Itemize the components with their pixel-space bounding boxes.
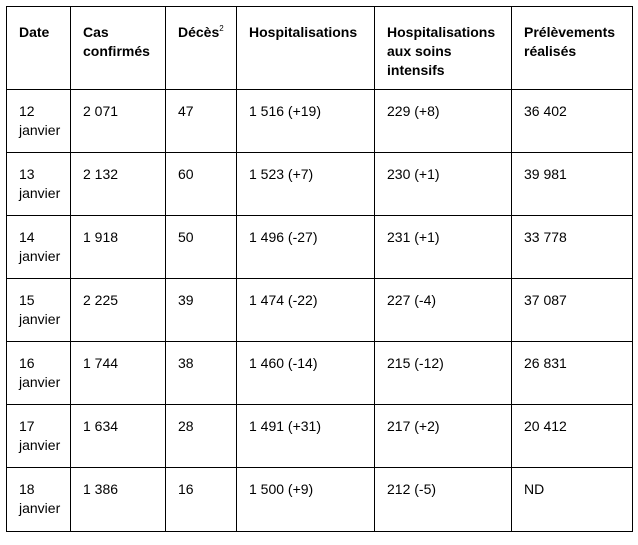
- cell-date: 14 janvier: [6, 215, 71, 279]
- cell-tests: 36 402: [511, 89, 633, 153]
- cell-tests: 33 778: [511, 215, 633, 279]
- cell-cases: 2 225: [70, 278, 166, 342]
- cell-date: 16 janvier: [6, 341, 71, 405]
- header-tests: Prélèvements réalisés: [511, 6, 633, 90]
- cell-deaths: 16: [165, 467, 237, 532]
- header-date: Date: [6, 6, 71, 90]
- header-deaths: Décès2: [165, 6, 237, 90]
- cell-date: 13 janvier: [6, 152, 71, 216]
- cell-icu: 217 (+2): [374, 404, 512, 468]
- cell-hospitalisations: 1 474 (-22): [236, 278, 375, 342]
- table-row: 18 janvier 1 386 16 1 500 (+9) 212 (-5) …: [6, 467, 633, 532]
- cell-icu: 227 (-4): [374, 278, 512, 342]
- cell-cases: 1 386: [70, 467, 166, 532]
- cell-deaths: 28: [165, 404, 237, 468]
- cell-icu: 212 (-5): [374, 467, 512, 532]
- cell-hospitalisations: 1 523 (+7): [236, 152, 375, 216]
- cell-deaths: 39: [165, 278, 237, 342]
- header-cases: Cas confirmés: [70, 6, 166, 90]
- cell-deaths: 47: [165, 89, 237, 153]
- cell-deaths: 38: [165, 341, 237, 405]
- header-hospitalisations: Hospitalisations: [236, 6, 375, 90]
- cell-icu: 229 (+8): [374, 89, 512, 153]
- cell-cases: 1 918: [70, 215, 166, 279]
- cell-deaths: 50: [165, 215, 237, 279]
- cell-date: 17 janvier: [6, 404, 71, 468]
- cell-hospitalisations: 1 516 (+19): [236, 89, 375, 153]
- table-row: 16 janvier 1 744 38 1 460 (-14) 215 (-12…: [6, 341, 633, 405]
- cell-icu: 215 (-12): [374, 341, 512, 405]
- cell-cases: 2 132: [70, 152, 166, 216]
- cell-tests: 26 831: [511, 341, 633, 405]
- cell-cases: 1 744: [70, 341, 166, 405]
- cell-date: 15 janvier: [6, 278, 71, 342]
- cell-icu: 231 (+1): [374, 215, 512, 279]
- cell-deaths: 60: [165, 152, 237, 216]
- cell-hospitalisations: 1 460 (-14): [236, 341, 375, 405]
- table-row: 12 janvier 2 071 47 1 516 (+19) 229 (+8)…: [6, 89, 633, 153]
- table-row: 17 janvier 1 634 28 1 491 (+31) 217 (+2)…: [6, 404, 633, 468]
- cell-hospitalisations: 1 496 (-27): [236, 215, 375, 279]
- cell-date: 18 janvier: [6, 467, 71, 532]
- table-row: 14 janvier 1 918 50 1 496 (-27) 231 (+1)…: [6, 215, 633, 279]
- footnote-marker: 2: [219, 24, 224, 33]
- header-deaths-label: Décès: [178, 24, 220, 40]
- cell-cases: 2 071: [70, 89, 166, 153]
- table-row: 13 janvier 2 132 60 1 523 (+7) 230 (+1) …: [6, 152, 633, 216]
- cell-tests: 39 981: [511, 152, 633, 216]
- cell-tests: ND: [511, 467, 633, 532]
- table-header-row: Date Cas confirmés Décès2 Hospitalisatio…: [6, 6, 633, 90]
- cell-hospitalisations: 1 500 (+9): [236, 467, 375, 532]
- covid-statistics-table: Date Cas confirmés Décès2 Hospitalisatio…: [6, 6, 633, 532]
- cell-tests: 20 412: [511, 404, 633, 468]
- header-icu: Hospitalisations aux soins intensifs: [374, 6, 512, 90]
- cell-cases: 1 634: [70, 404, 166, 468]
- table-row: 15 janvier 2 225 39 1 474 (-22) 227 (-4)…: [6, 278, 633, 342]
- cell-tests: 37 087: [511, 278, 633, 342]
- cell-icu: 230 (+1): [374, 152, 512, 216]
- cell-date: 12 janvier: [6, 89, 71, 153]
- cell-hospitalisations: 1 491 (+31): [236, 404, 375, 468]
